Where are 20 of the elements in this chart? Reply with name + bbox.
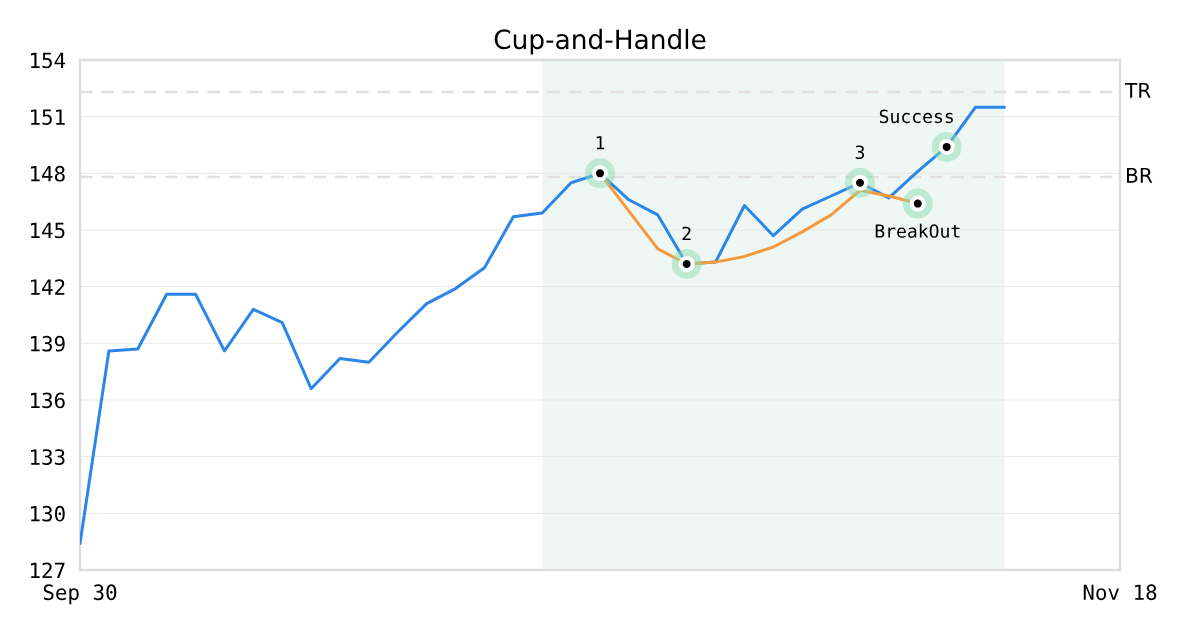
ref-line-label: TR: [1124, 82, 1151, 98]
x-tick-label: Sep 30: [43, 584, 117, 605]
y-tick-label: 145: [30, 222, 65, 239]
y-tick-label: 142: [30, 279, 65, 295]
x-tick-label: Nov 18: [1083, 584, 1157, 601]
y-tick-label: 136: [30, 392, 65, 409]
y-tick-label: 130: [30, 505, 65, 522]
series-label: 1: [596, 136, 605, 150]
y-tick-label: 151: [30, 109, 65, 125]
series-label: 3: [855, 145, 865, 160]
y-tick-label: 154: [30, 52, 66, 69]
y-tick-label: 139: [30, 335, 65, 352]
series-label: 2: [682, 226, 691, 241]
ref-line-label: BR: [1126, 167, 1153, 183]
series-label: Success: [879, 109, 953, 124]
chart-title: Cup-and-Handle: [494, 28, 706, 55]
y-tick-label: 148: [30, 165, 65, 182]
series-label: BreakOut: [875, 223, 960, 238]
y-tick-label: 133: [30, 449, 65, 465]
y-tick-label: 127: [30, 562, 65, 578]
